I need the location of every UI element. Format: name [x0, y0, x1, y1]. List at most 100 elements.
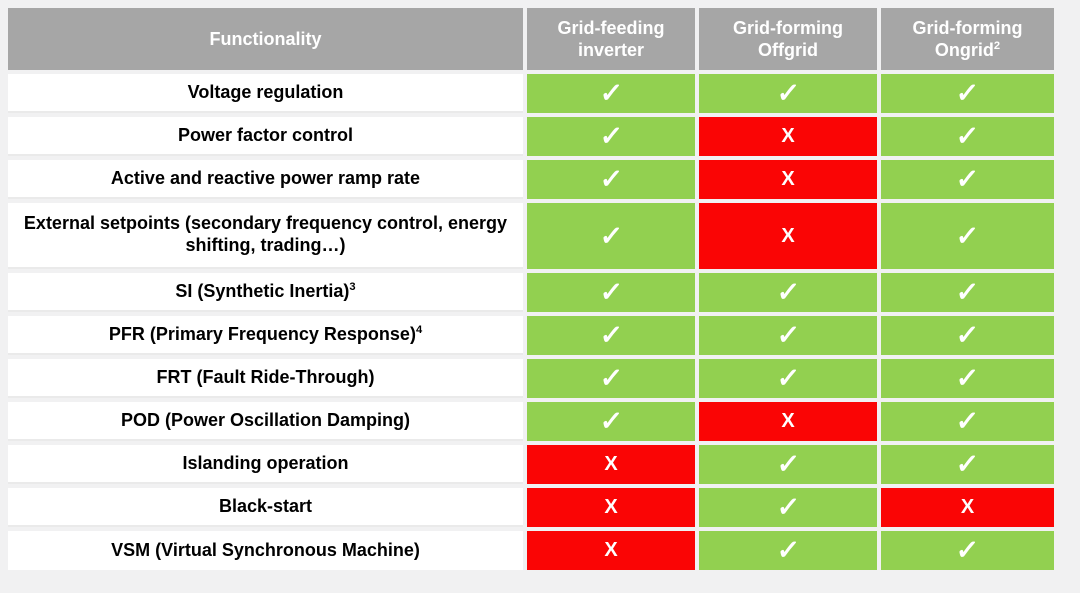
table-row: PFR (Primary Frequency Response)4 ✓ ✓ ✓ [8, 316, 1054, 355]
x-icon: X [781, 224, 795, 247]
check-icon: ✓ [955, 535, 980, 565]
column-header-superscript: 2 [993, 40, 1001, 52]
supported-cell: ✓ [881, 359, 1054, 398]
row-label: VSM (Virtual Synchronous Machine) [8, 531, 523, 570]
column-header-label: Grid-forming Offgrid [733, 17, 843, 61]
supported-cell: ✓ [699, 359, 877, 398]
check-icon: ✓ [598, 78, 624, 108]
x-icon: X [781, 410, 795, 432]
row-label-text: POD (Power Oscillation Damping) [120, 409, 411, 430]
row-label-text: Active and reactive power ramp rate [110, 167, 421, 188]
check-icon: ✓ [955, 121, 980, 151]
x-icon: X [781, 125, 795, 147]
table-row: Voltage regulation ✓ ✓ ✓ [8, 74, 1054, 113]
row-label: Power factor control [8, 117, 523, 156]
row-label: FRT (Fault Ride-Through) [8, 359, 523, 398]
check-icon: ✓ [775, 492, 801, 522]
row-label-text: Power factor control [177, 124, 354, 145]
check-icon: ✓ [955, 220, 980, 251]
supported-cell: ✓ [881, 117, 1054, 156]
x-icon: X [781, 168, 795, 190]
supported-cell: ✓ [527, 273, 695, 312]
not-supported-cell: X [699, 203, 877, 269]
not-supported-cell: X [699, 160, 877, 199]
row-label-text: FRT (Fault Ride-Through) [156, 366, 375, 387]
row-label: Voltage regulation [8, 74, 523, 113]
row-label-text: Islanding operation [182, 452, 349, 473]
table-row: FRT (Fault Ride-Through) ✓ ✓ ✓ [8, 359, 1054, 398]
x-icon: X [604, 539, 618, 561]
column-header: Grid-forming Ongrid2 [881, 8, 1054, 70]
column-header: Grid-feeding inverter [527, 8, 695, 70]
supported-cell: ✓ [881, 273, 1054, 312]
table-row: SI (Synthetic Inertia)3 ✓ ✓ ✓ [8, 273, 1054, 312]
supported-cell: ✓ [881, 160, 1054, 199]
row-label: Active and reactive power ramp rate [8, 160, 523, 199]
supported-cell: ✓ [699, 273, 877, 312]
table-row: Active and reactive power ramp rate ✓ X ✓ [8, 160, 1054, 199]
row-label-text: Black-start [218, 495, 313, 516]
row-label-superscript: 4 [415, 323, 423, 336]
check-icon: ✓ [955, 363, 980, 393]
not-supported-cell: X [699, 117, 877, 156]
x-icon: X [604, 496, 618, 518]
row-label: External setpoints (secondary frequency … [8, 203, 523, 269]
row-label-text: Voltage regulation [187, 81, 344, 102]
column-header-label: Grid-feeding inverter [557, 17, 665, 61]
check-icon: ✓ [598, 220, 624, 251]
check-icon: ✓ [775, 535, 801, 565]
functionality-comparison-table: Functionality Grid-feeding inverter Grid-f… [4, 4, 1058, 574]
header-row: Functionality Grid-feeding inverter Grid-f… [8, 8, 1054, 70]
check-icon: ✓ [598, 277, 624, 307]
x-icon: X [960, 496, 975, 518]
row-label-text: VSM (Virtual Synchronous Machine) [111, 539, 420, 560]
supported-cell: ✓ [881, 74, 1054, 113]
supported-cell: ✓ [881, 402, 1054, 441]
check-icon: ✓ [775, 363, 801, 393]
row-label: PFR (Primary Frequency Response)4 [8, 316, 523, 355]
row-label: SI (Synthetic Inertia)3 [8, 273, 523, 312]
row-label-text: SI (Synthetic Inertia) [175, 280, 350, 301]
supported-cell: ✓ [527, 160, 695, 199]
check-icon: ✓ [598, 164, 624, 194]
table-row: Black-start X ✓ X [8, 488, 1054, 527]
supported-cell: ✓ [699, 445, 877, 484]
column-header-label: Functionality [209, 28, 322, 49]
column-header: Grid-forming Offgrid [699, 8, 877, 70]
supported-cell: ✓ [881, 531, 1054, 570]
row-label: Black-start [8, 488, 523, 527]
row-label-text: PFR (Primary Frequency Response) [108, 323, 416, 344]
check-icon: ✓ [598, 406, 624, 436]
column-header: Functionality [8, 8, 523, 70]
row-label-superscript: 3 [349, 280, 356, 293]
row-label: Islanding operation [8, 445, 523, 484]
row-label-text: External setpoints (secondary frequency … [23, 213, 508, 255]
check-icon: ✓ [775, 78, 801, 108]
check-icon: ✓ [955, 320, 980, 350]
check-icon: ✓ [775, 277, 801, 307]
not-supported-cell: X [881, 488, 1054, 527]
supported-cell: ✓ [699, 531, 877, 570]
check-icon: ✓ [955, 406, 980, 436]
check-icon: ✓ [775, 449, 801, 479]
check-icon: ✓ [598, 363, 624, 393]
supported-cell: ✓ [527, 402, 695, 441]
not-supported-cell: X [527, 531, 695, 570]
check-icon: ✓ [955, 164, 980, 194]
check-icon: ✓ [955, 78, 980, 108]
check-icon: ✓ [598, 121, 624, 151]
not-supported-cell: X [527, 445, 695, 484]
supported-cell: ✓ [699, 74, 877, 113]
not-supported-cell: X [699, 402, 877, 441]
column-header-label: Grid-forming Ongrid [912, 17, 1023, 61]
supported-cell: ✓ [527, 117, 695, 156]
table-row: VSM (Virtual Synchronous Machine) X ✓ ✓ [8, 531, 1054, 570]
check-icon: ✓ [955, 449, 980, 479]
table-row: Power factor control ✓ X ✓ [8, 117, 1054, 156]
supported-cell: ✓ [527, 203, 695, 269]
x-icon: X [604, 453, 618, 475]
not-supported-cell: X [527, 488, 695, 527]
check-icon: ✓ [598, 320, 624, 350]
check-icon: ✓ [775, 320, 801, 350]
supported-cell: ✓ [527, 316, 695, 355]
